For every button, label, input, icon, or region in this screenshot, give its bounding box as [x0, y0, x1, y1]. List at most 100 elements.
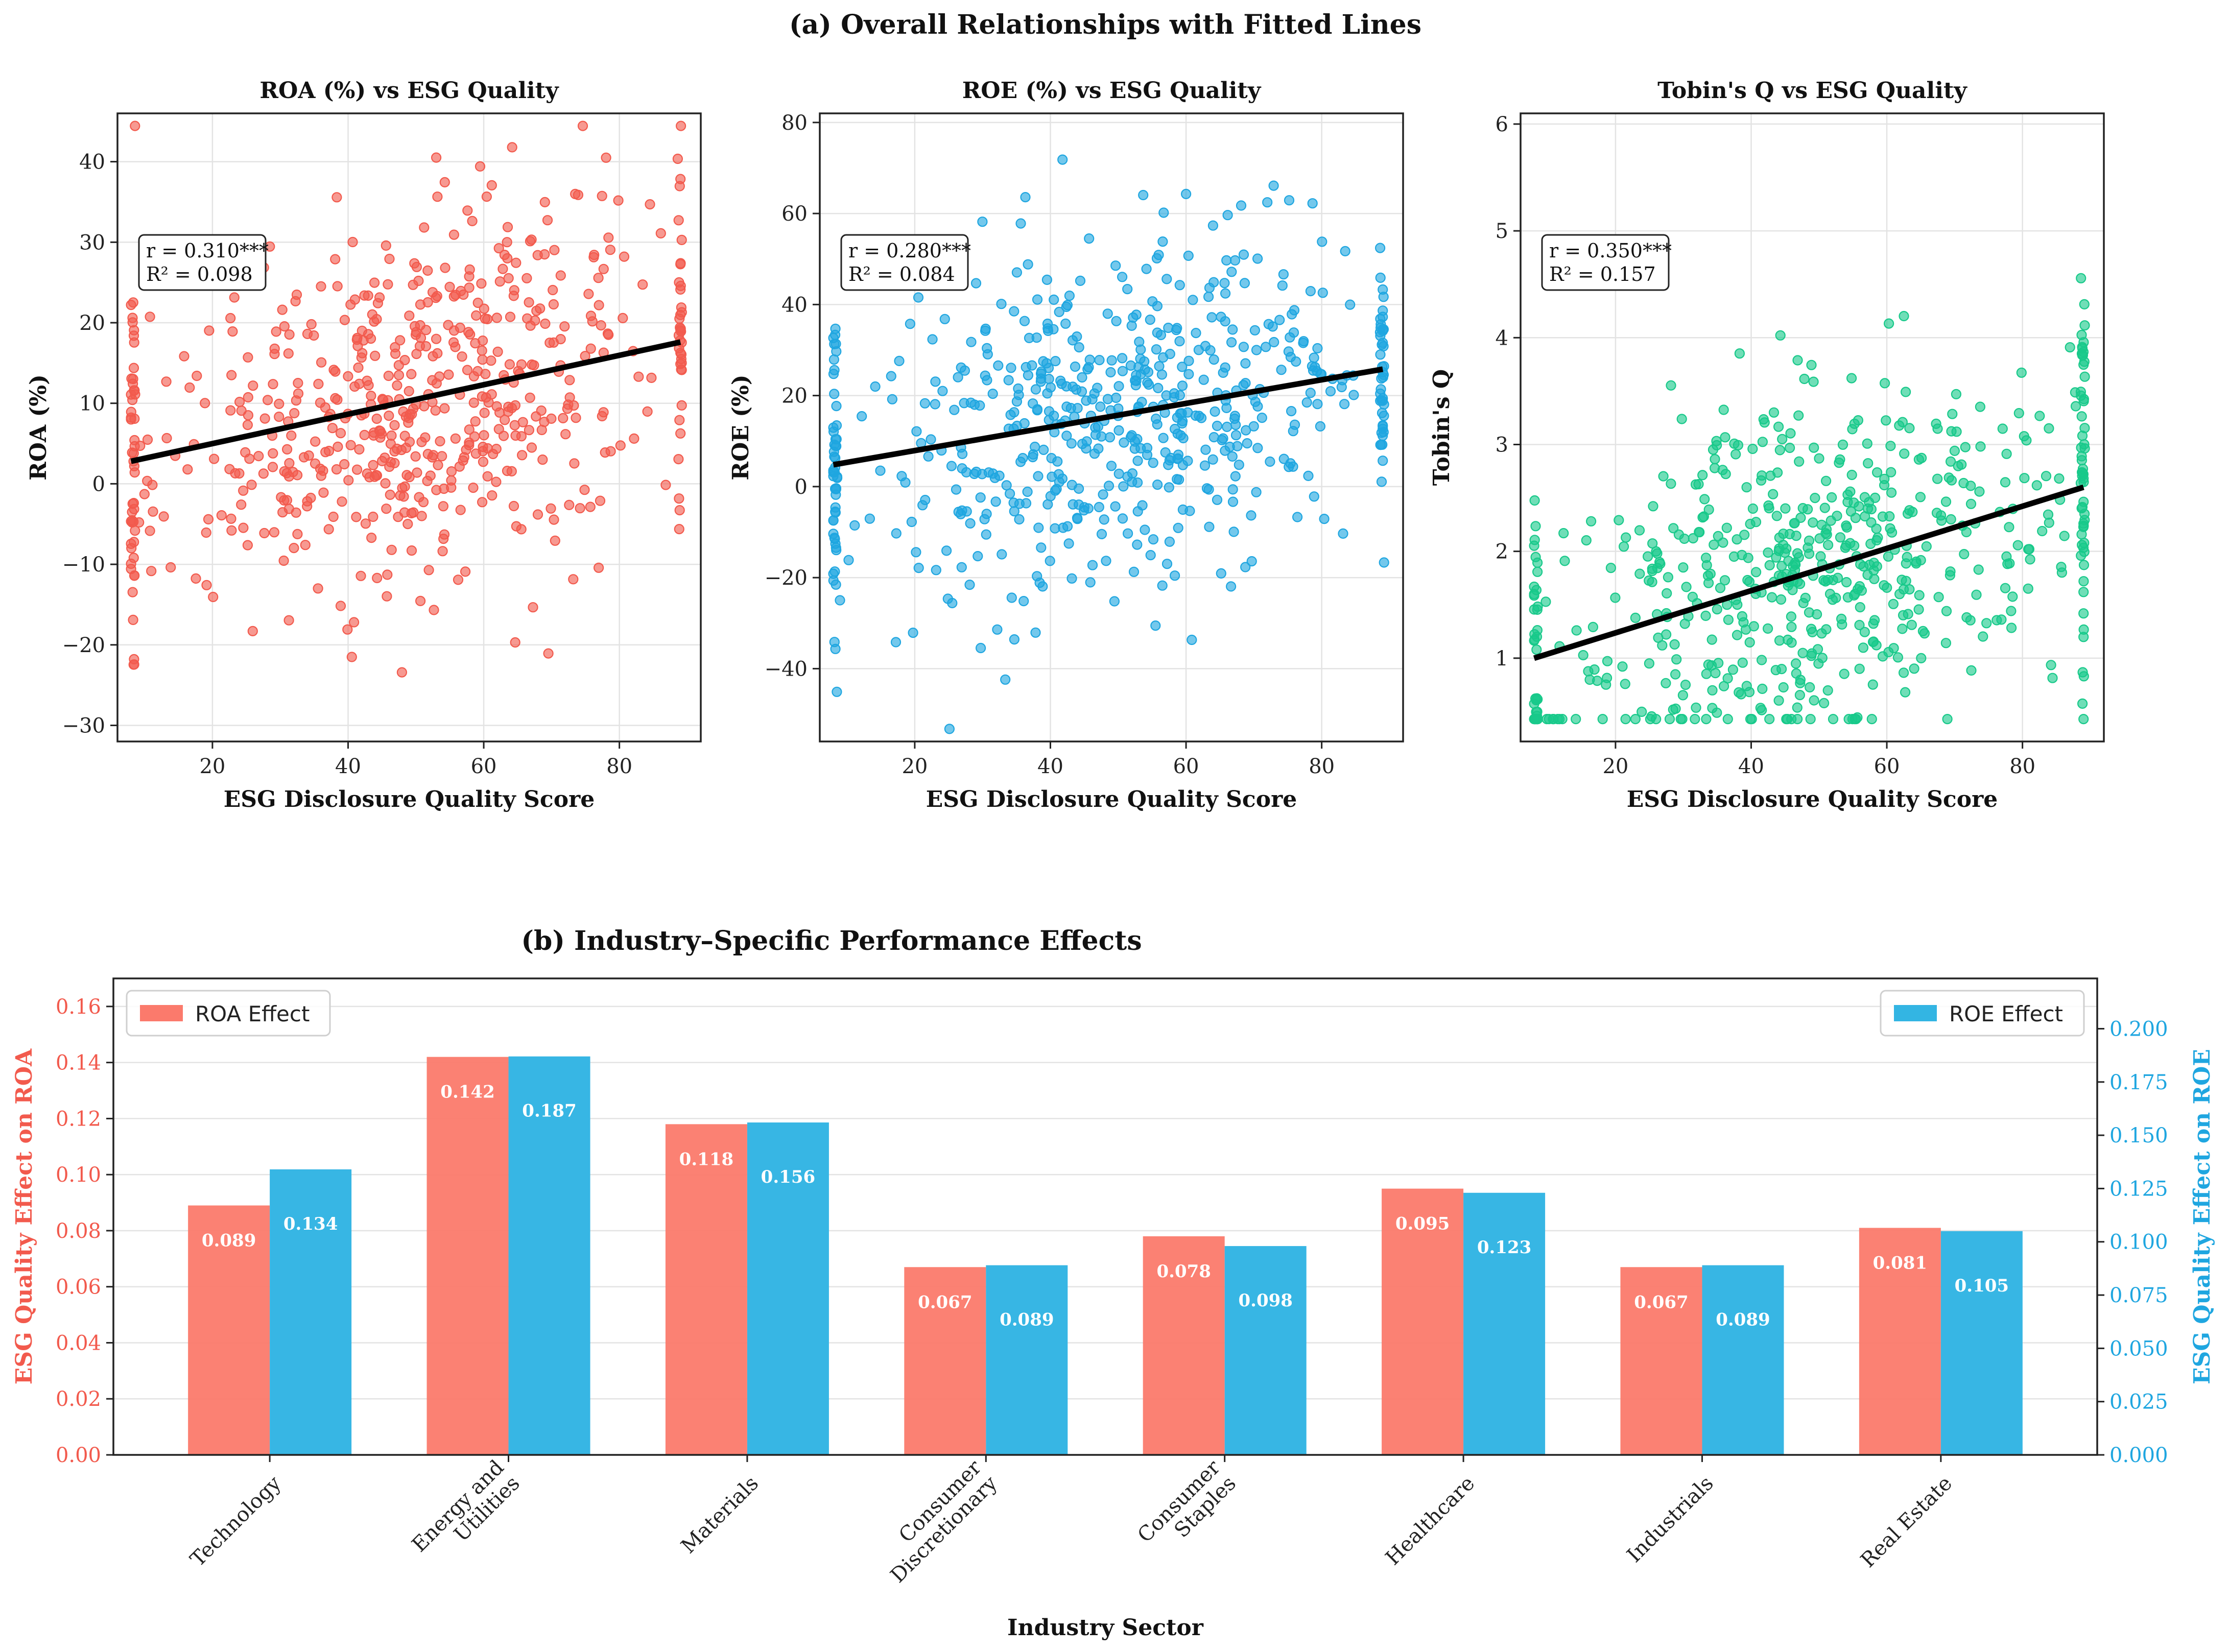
data-point	[832, 686, 842, 697]
data-point	[2079, 509, 2090, 519]
data-point	[1774, 445, 1785, 456]
data-point	[618, 313, 628, 324]
data-point	[1837, 439, 1848, 450]
x-tick-label: 60	[1173, 755, 1199, 778]
data-point	[1858, 642, 1868, 653]
data-point	[1932, 423, 1943, 434]
data-point	[179, 351, 189, 362]
data-point	[887, 394, 898, 404]
data-point	[1854, 619, 1865, 631]
data-point	[1540, 596, 1551, 607]
data-point	[1110, 501, 1121, 512]
data-point	[1187, 634, 1197, 645]
data-point	[1775, 594, 1787, 605]
data-point	[450, 433, 461, 444]
data-point	[1671, 654, 1682, 665]
data-point	[161, 433, 172, 444]
data-point	[828, 369, 839, 379]
data-point	[1027, 360, 1037, 371]
data-point	[2078, 359, 2089, 370]
data-point	[2077, 667, 2088, 678]
data-point	[646, 372, 657, 384]
data-point	[676, 353, 687, 365]
data-point	[1853, 415, 1863, 426]
data-point	[385, 489, 395, 500]
data-point	[1013, 390, 1024, 400]
data-point	[1143, 367, 1154, 377]
data-point	[1647, 538, 1658, 549]
data-point	[1137, 500, 1148, 511]
data-point	[1974, 486, 1985, 497]
data-point	[1768, 407, 1780, 418]
data-point	[2056, 567, 2067, 578]
data-point	[269, 527, 280, 538]
data-point	[1207, 220, 1218, 231]
data-point	[1174, 474, 1184, 485]
data-point	[409, 258, 420, 269]
data-point	[1204, 521, 1215, 532]
stats-r2: R² = 0.098	[146, 263, 253, 285]
data-point	[1312, 399, 1323, 410]
y-tick-label: 6	[1496, 113, 1508, 136]
data-point	[464, 424, 475, 435]
data-point	[1940, 496, 1952, 507]
data-point	[1644, 658, 1654, 669]
y-tick-label: −10	[62, 553, 105, 577]
data-point	[1122, 283, 1133, 295]
data-point	[506, 402, 517, 414]
legend-label: ROE Effect	[1949, 1001, 2063, 1026]
data-point	[1199, 460, 1211, 471]
data-point	[1198, 374, 1209, 385]
data-point	[1135, 353, 1146, 364]
data-point	[1764, 560, 1775, 571]
data-point	[1772, 467, 1783, 478]
data-point	[1921, 541, 1932, 552]
data-point	[376, 456, 388, 467]
data-point	[1896, 574, 1907, 585]
data-point	[1131, 309, 1142, 320]
data-point	[1822, 685, 1833, 696]
data-point	[1269, 337, 1279, 348]
data-point	[1675, 713, 1686, 725]
data-point	[1899, 310, 1909, 322]
data-point	[540, 318, 551, 329]
data-point	[1092, 382, 1103, 393]
data-point	[1747, 503, 1758, 514]
data-point	[1846, 373, 1857, 384]
data-point	[1721, 522, 1732, 533]
data-point	[448, 337, 459, 348]
data-point	[346, 652, 357, 662]
x-tick-label: 60	[1874, 755, 1900, 778]
data-point	[1786, 621, 1797, 632]
data-point	[399, 354, 410, 366]
bar-label-roa: 0.142	[440, 1082, 494, 1103]
bar-label-roe: 0.156	[761, 1167, 815, 1187]
data-point	[1806, 651, 1817, 661]
data-point	[472, 366, 483, 376]
data-point	[369, 277, 380, 288]
x-tick-label: 40	[1037, 755, 1063, 778]
data-point	[528, 602, 538, 613]
data-point	[1798, 597, 1809, 609]
data-point	[238, 485, 249, 496]
data-point	[1775, 330, 1786, 341]
data-point	[476, 278, 487, 289]
y-tick-label: −30	[62, 714, 105, 737]
data-point	[402, 518, 413, 530]
data-point	[1734, 687, 1744, 698]
data-point	[2037, 525, 2048, 537]
data-point	[1892, 652, 1903, 663]
data-point	[2079, 320, 2090, 331]
data-point	[1062, 521, 1073, 532]
data-point	[1141, 264, 1152, 274]
data-point	[973, 550, 983, 562]
data-point	[1680, 679, 1691, 690]
data-point	[271, 326, 281, 337]
data-point	[1821, 624, 1832, 635]
data-point	[1227, 451, 1238, 462]
data-point	[1757, 655, 1767, 665]
data-point	[890, 637, 902, 648]
data-point	[470, 338, 481, 349]
